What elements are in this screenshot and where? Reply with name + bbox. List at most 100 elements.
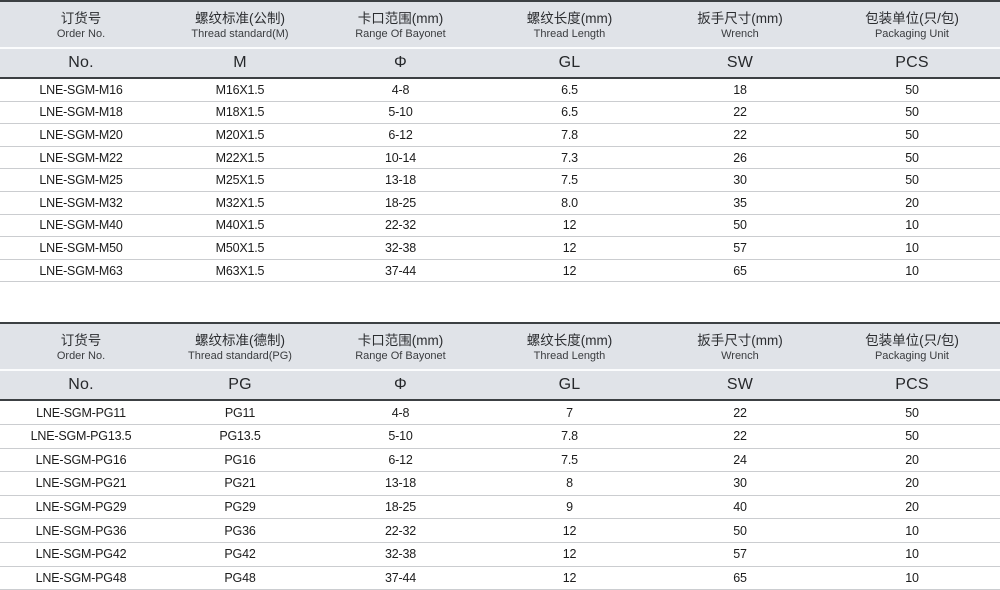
table-cell: 7.3 <box>482 146 656 170</box>
table-cell: M40X1.5 <box>162 214 318 238</box>
table-cell: 8.0 <box>482 191 656 215</box>
table-cell: 50 <box>823 400 1000 425</box>
metric-thread-table: 订货号 Order No. 螺纹标准(公制) Thread standard(M… <box>0 0 1000 283</box>
header-label-zh: 螺纹长度(mm) <box>526 332 613 348</box>
header-label-en: Thread Length <box>533 349 606 362</box>
table-cell: 50 <box>823 78 1000 102</box>
column-symbol-gl: GL <box>482 369 656 402</box>
table-cell: 6.5 <box>482 78 656 102</box>
table-cell: LNE-SGM-M40 <box>0 214 162 238</box>
table-cell: 40 <box>655 495 824 520</box>
table-cell: 50 <box>823 424 1000 449</box>
header-label-zh: 订货号 <box>60 332 102 348</box>
table-cell: 12 <box>482 542 656 567</box>
table-cell: M16X1.5 <box>162 78 318 102</box>
table-cell: 6-12 <box>317 123 483 147</box>
table-cell: 30 <box>655 168 824 192</box>
table-cell: 13-18 <box>317 168 483 192</box>
header-label-en: Order No. <box>56 349 106 362</box>
column-header-order-no: 订货号 Order No. <box>0 322 162 371</box>
header-label-zh: 螺纹标准(公制) <box>194 10 285 26</box>
table-row: LNE-SGM-PG42 PG42 32-38 12 57 10 <box>0 542 1000 567</box>
table-cell: LNE-SGM-PG13.5 <box>0 424 162 449</box>
table-cell: 7.5 <box>482 448 656 473</box>
table-cell: LNE-SGM-PG29 <box>0 495 162 520</box>
table-cell: 50 <box>823 123 1000 147</box>
table-cell: M20X1.5 <box>162 123 318 147</box>
table-cell: 6-12 <box>317 448 483 473</box>
column-header-order-no: 订货号 Order No. <box>0 0 162 48</box>
table-cell: 57 <box>655 542 824 567</box>
table-cell: M25X1.5 <box>162 168 318 192</box>
header-label-zh: 包装单位(只/包) <box>865 332 959 348</box>
column-symbol-phi: Φ <box>317 369 483 402</box>
header-label-en: Range Of Bayonet <box>355 349 446 362</box>
table-cell: 22 <box>655 400 824 425</box>
column-symbol-phi: Φ <box>317 47 483 79</box>
table-cell: 8 <box>482 471 656 496</box>
header-label-en: Thread standard(PG) <box>188 349 292 362</box>
table-cell: 20 <box>823 495 1000 520</box>
table-row: LNE-SGM-PG13.5 PG13.5 5-10 7.8 22 50 <box>0 424 1000 449</box>
column-header-thread-length: 螺纹长度(mm) Thread Length <box>482 0 656 48</box>
table-cell: PG48 <box>162 566 318 590</box>
table-header: 订货号 Order No. 螺纹标准(德制) Thread standard(P… <box>0 322 1000 402</box>
table-cell: LNE-SGM-M18 <box>0 101 162 125</box>
table-cell: 35 <box>655 191 824 215</box>
table-cell: LNE-SGM-PG36 <box>0 518 162 543</box>
table-cell: 6.5 <box>482 101 656 125</box>
table-cell: 26 <box>655 146 824 170</box>
table-cell: M32X1.5 <box>162 191 318 215</box>
table-cell: 32-38 <box>317 236 483 260</box>
table-cell: 32-38 <box>317 542 483 567</box>
table-cell: 7 <box>482 400 656 425</box>
table-row: LNE-SGM-PG29 PG29 18-25 9 40 20 <box>0 495 1000 520</box>
table-cell: M50X1.5 <box>162 236 318 260</box>
column-symbol-pcs: PCS <box>823 369 1000 402</box>
table-cell: 30 <box>655 471 824 496</box>
header-label-en: Packaging Unit <box>874 27 949 40</box>
table-cell: 7.8 <box>482 424 656 449</box>
table-cell: 4-8 <box>317 400 483 425</box>
table-cell: LNE-SGM-PG21 <box>0 471 162 496</box>
column-symbol-gl: GL <box>482 47 656 79</box>
column-header-bayonet-range: 卡口范围(mm) Range Of Bayonet <box>317 0 483 48</box>
table-cell: PG29 <box>162 495 318 520</box>
table-cell: 20 <box>823 448 1000 473</box>
table-row: LNE-SGM-PG21 PG21 13-18 8 30 20 <box>0 471 1000 496</box>
table-cell: PG42 <box>162 542 318 567</box>
table-cell: 24 <box>655 448 824 473</box>
table-cell: PG16 <box>162 448 318 473</box>
table-row: LNE-SGM-PG48 PG48 37-44 12 65 10 <box>0 566 1000 590</box>
table-row: LNE-SGM-PG16 PG16 6-12 7.5 24 20 <box>0 448 1000 473</box>
table-cell: PG11 <box>162 400 318 425</box>
table-cell: 20 <box>823 191 1000 215</box>
table-cell: 57 <box>655 236 824 260</box>
table-cell: 12 <box>482 259 656 283</box>
column-symbol-pg: PG <box>162 369 318 402</box>
table-cell: 20 <box>823 471 1000 496</box>
column-symbol-no: No. <box>0 369 162 402</box>
table-cell: 22-32 <box>317 214 483 238</box>
table-cell: LNE-SGM-M20 <box>0 123 162 147</box>
table-row: LNE-SGM-M32 M32X1.5 18-25 8.0 35 20 <box>0 191 1000 215</box>
table-cell: LNE-SGM-M22 <box>0 146 162 170</box>
header-label-zh: 螺纹标准(德制) <box>194 332 285 348</box>
table-cell: 22-32 <box>317 518 483 543</box>
table-cell: 10 <box>823 259 1000 283</box>
header-label-zh: 卡口范围(mm) <box>357 332 444 348</box>
table-cell: LNE-SGM-M63 <box>0 259 162 283</box>
header-label-en: Thread Length <box>533 27 606 40</box>
table-cell: M63X1.5 <box>162 259 318 283</box>
header-label-en: Wrench <box>721 349 759 362</box>
table-cell: 13-18 <box>317 471 483 496</box>
column-header-wrench-size: 扳手尺寸(mm) Wrench <box>655 322 824 371</box>
table-cell: 50 <box>655 518 824 543</box>
table-cell: 65 <box>655 566 824 590</box>
table-cell: 10 <box>823 542 1000 567</box>
table-row: LNE-SGM-PG11 PG11 4-8 7 22 50 <box>0 400 1000 425</box>
table-cell: LNE-SGM-M50 <box>0 236 162 260</box>
table-cell: 65 <box>655 259 824 283</box>
table-row: LNE-SGM-M18 M18X1.5 5-10 6.5 22 50 <box>0 101 1000 125</box>
